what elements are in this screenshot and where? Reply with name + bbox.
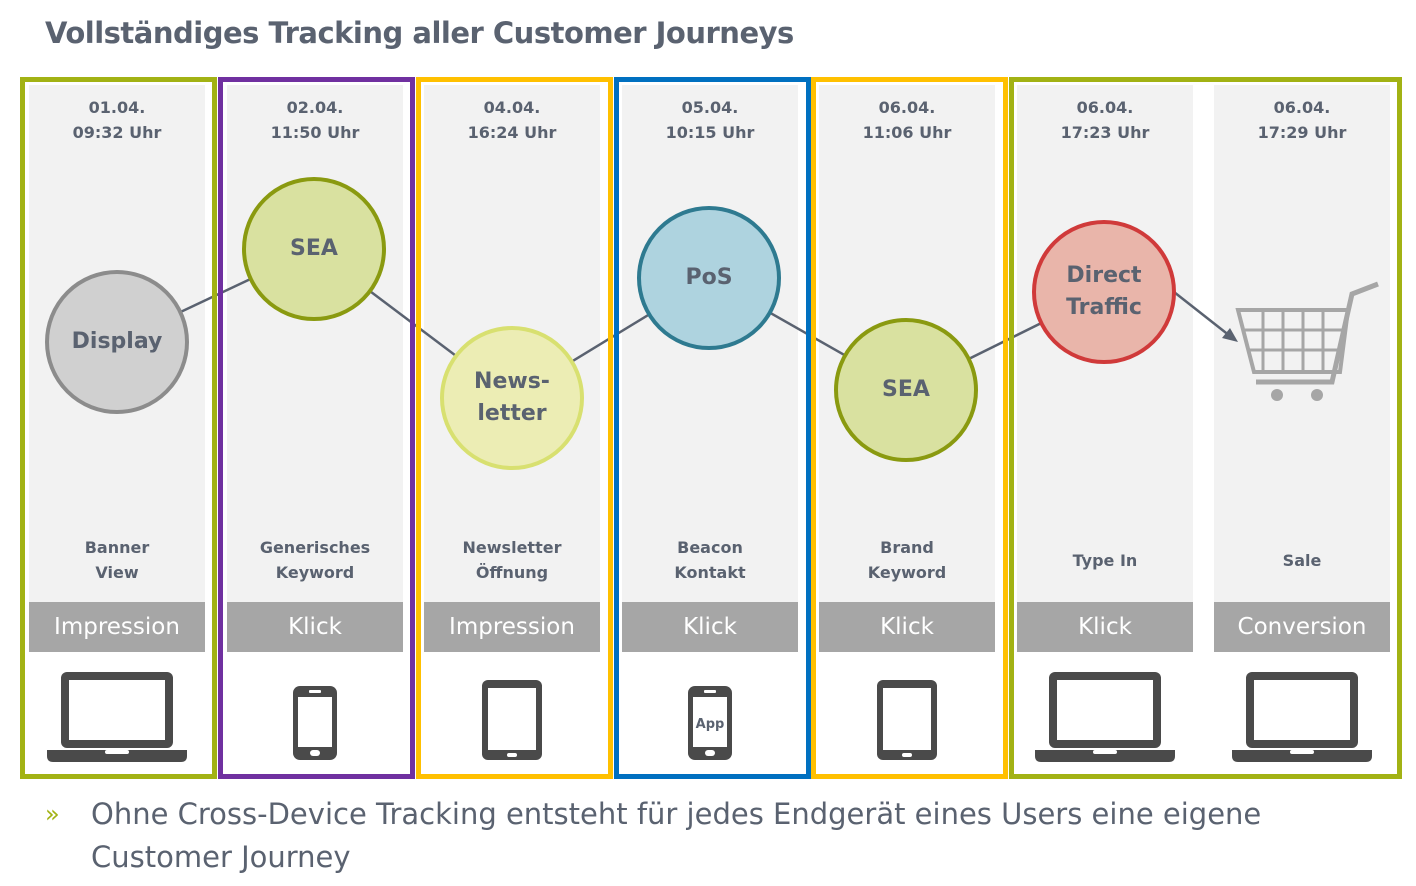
app-label: App (696, 717, 725, 732)
device-group-frame (614, 77, 811, 779)
touchpoint-circle: News-letter (440, 326, 584, 470)
date: 01.04. (88, 98, 146, 117)
touchpoint-description: Beacon Kontakt (674, 538, 746, 582)
timestamp: 01.04. 09:32 Uhr (29, 95, 205, 145)
timestamp: 06.04. 11:06 Uhr (819, 95, 995, 145)
device-group-frame (416, 77, 613, 779)
bullet-icon: » (45, 800, 60, 828)
action-label: Klick (1017, 602, 1193, 652)
device-group-frame (218, 77, 415, 779)
time: 17:23 Uhr (1060, 123, 1150, 142)
touchpoint-description: Type In (1072, 550, 1138, 570)
timestamp: 04.04. 16:24 Uhr (424, 95, 600, 145)
tablet-icon (482, 680, 542, 764)
date: 06.04. (1273, 98, 1331, 117)
action-label: Impression (29, 602, 205, 652)
smartphone-icon (293, 686, 337, 764)
laptop-icon (1232, 670, 1372, 766)
touchpoint-description: Newsletter Öffnung (462, 538, 562, 582)
page-title: Vollständiges Tracking aller Customer Jo… (45, 16, 794, 50)
time: 16:24 Uhr (467, 123, 557, 142)
date: 05.04. (681, 98, 739, 117)
touchpoint-circle: SEA (242, 177, 386, 321)
smartphone-app-icon: App (688, 686, 732, 764)
date: 06.04. (878, 98, 936, 117)
time: 11:50 Uhr (270, 123, 360, 142)
touchpoint-description: Brand Keyword (867, 538, 947, 582)
action-label: Klick (227, 602, 403, 652)
action-label: Klick (622, 602, 798, 652)
touchpoint-circle: SEA (834, 318, 978, 462)
time: 17:29 Uhr (1257, 123, 1347, 142)
timestamp: 06.04. 17:29 Uhr (1214, 95, 1390, 145)
tablet-icon (877, 680, 937, 764)
laptop-icon (1035, 670, 1175, 766)
timestamp: 02.04. 11:50 Uhr (227, 95, 403, 145)
date: 06.04. (1076, 98, 1134, 117)
touchpoint-circle: PoS (637, 206, 781, 350)
action-label: Klick (819, 602, 995, 652)
timestamp: 05.04. 10:15 Uhr (622, 95, 798, 145)
laptop-icon (47, 670, 187, 766)
device-group-frame (1009, 77, 1402, 779)
date: 04.04. (483, 98, 541, 117)
action-label: Impression (424, 602, 600, 652)
device-group-frame (20, 77, 217, 779)
time: 10:15 Uhr (665, 123, 755, 142)
timestamp: 06.04. 17:23 Uhr (1017, 95, 1193, 145)
footnote-text: Ohne Cross-Device Tracking entsteht für … (91, 797, 1262, 874)
touchpoint-circle: Display (45, 270, 189, 414)
action-label: Conversion (1214, 602, 1390, 652)
timeline-column: 06.04. 17:23 Uhr Type In Klick (1017, 85, 1193, 652)
touchpoint-description: Generisches Keyword (259, 538, 371, 582)
device-group-frame (811, 77, 1008, 779)
touchpoint-description: Sale (1282, 550, 1322, 570)
time: 11:06 Uhr (862, 123, 952, 142)
touchpoint-description: Banner View (84, 538, 150, 582)
date: 02.04. (286, 98, 344, 117)
time: 09:32 Uhr (72, 123, 162, 142)
touchpoint-circle: Direct Traffic (1032, 220, 1176, 364)
